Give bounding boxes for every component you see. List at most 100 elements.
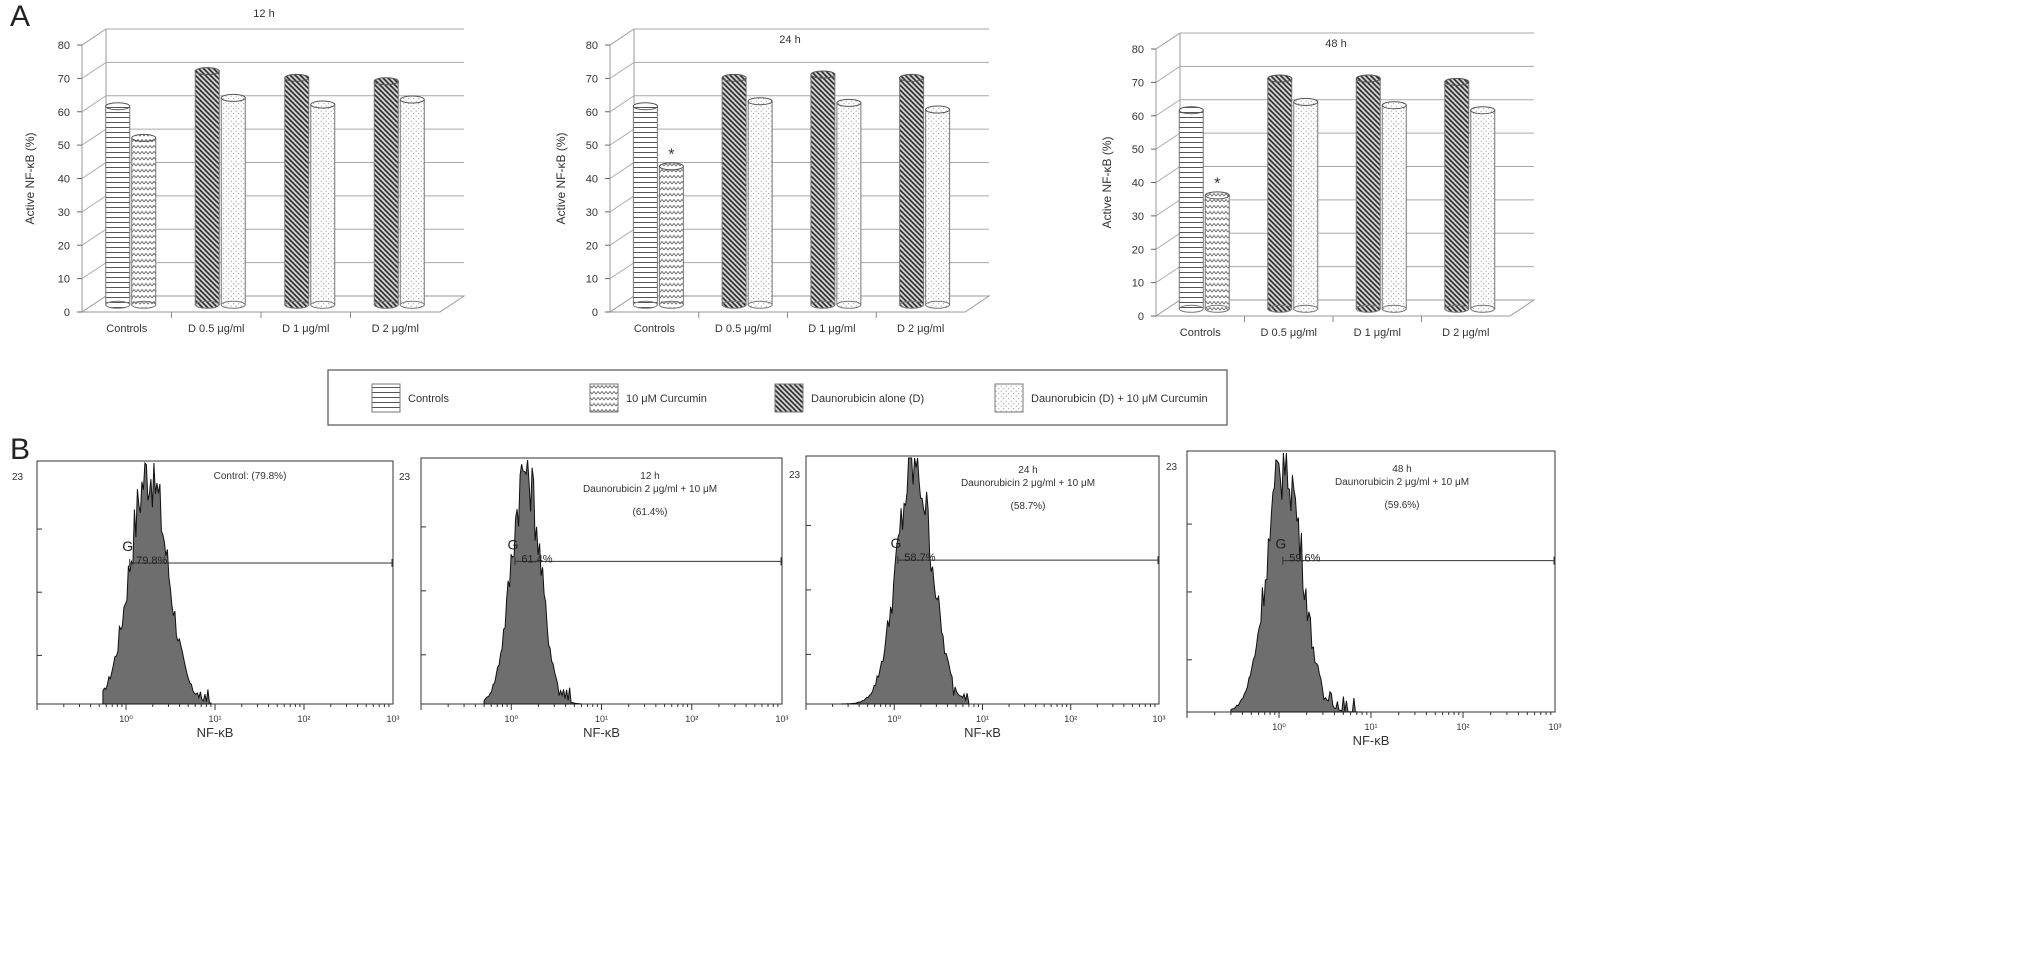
x-tick-label: 10⁰ [1272, 722, 1286, 732]
legend-label: Daunorubicin (D) + 10 μM Curcumin [1031, 393, 1208, 405]
bar-charts-layer: 0 10 20 30 40 50 60 70 80 12 h Active NF-κB (%) Con… [23, 8, 1536, 339]
histogram-header-line: Daunorubicin 2 μg/ml + 10 μM [961, 478, 1095, 489]
gridline-side [609, 262, 635, 280]
gate-percent: 58.7% [904, 552, 935, 564]
bar [1470, 106, 1496, 313]
bar-body [747, 100, 773, 306]
bar [373, 77, 399, 309]
bar-base [105, 300, 131, 309]
bar-body [105, 105, 131, 306]
gridline-side [1155, 99, 1181, 117]
gridline-side [81, 195, 107, 213]
bar-body [836, 102, 862, 306]
y-tick-label: 40 [1132, 178, 1144, 190]
bar-base [1355, 304, 1381, 313]
x-tick-label: 10³ [1152, 714, 1165, 724]
histogram-header-line: (58.7%) [1010, 501, 1045, 512]
bar-body [1355, 78, 1381, 310]
bar-cap [1470, 106, 1496, 115]
bar-base [131, 300, 157, 309]
bar-base [810, 300, 836, 309]
gridline-side [1155, 132, 1181, 150]
x-tick-label: D 1 μg/ml [1354, 327, 1401, 339]
y-max-label: 23 [789, 470, 801, 481]
bar-body [1267, 78, 1293, 310]
plot-frame [805, 455, 1160, 705]
chart-title: 24 h [779, 34, 800, 46]
bar-cap [1381, 101, 1407, 110]
histogram-chart-3: 23 10⁰ 10¹ 10² 10³ NF-κB G58.7% 24 h Daunorubici… [789, 455, 1166, 740]
bar-cap [1178, 106, 1204, 115]
gridline-side [609, 28, 635, 46]
bar-cap [836, 98, 862, 107]
bar [131, 133, 157, 309]
bar-base [284, 300, 310, 309]
gridline-side [609, 195, 635, 213]
x-tick-label: 10⁰ [504, 714, 518, 724]
x-tick-label: D 1 μg/ml [808, 323, 855, 335]
bar [836, 98, 862, 309]
bar-base [747, 300, 773, 309]
x-tick-label: Controls [106, 323, 147, 335]
y-tick-label: 70 [58, 73, 70, 85]
x-tick-label: 10² [297, 714, 310, 724]
y-tick-label: 40 [586, 174, 598, 186]
x-tick-label: 10¹ [208, 714, 221, 724]
plot-frame [420, 457, 783, 705]
bar-body [721, 77, 747, 306]
chart-title: 12 h [253, 8, 274, 20]
y-tick-label: 30 [58, 207, 70, 219]
bar-base [925, 300, 951, 309]
y-max-label: 23 [1166, 462, 1178, 473]
histogram-header-line: (59.6%) [1384, 500, 1419, 511]
bar [1355, 74, 1381, 313]
histogram-header-line: Daunorubicin 2 μg/ml + 10 μM [1335, 477, 1469, 488]
bar-cap [310, 100, 336, 109]
gridline-side [81, 262, 107, 280]
y-tick-label: 20 [58, 240, 70, 252]
bar-base [836, 300, 862, 309]
y-tick-label: 80 [586, 40, 598, 52]
bar-base [632, 300, 658, 309]
bar [632, 102, 658, 309]
y-tick-label: 80 [1132, 44, 1144, 56]
bar-body [899, 77, 925, 306]
chart-floor [80, 295, 466, 313]
histogram-header-line: 48 h [1392, 464, 1411, 475]
histogram-header-line: 12 h [640, 471, 659, 482]
gridline-side [609, 95, 635, 113]
y-tick-label: 0 [592, 307, 598, 319]
histogram-header-line: Control: (79.8%) [214, 471, 287, 482]
y-tick-label: 20 [586, 240, 598, 252]
bar-base [1204, 304, 1230, 313]
gridline-side [1155, 32, 1181, 50]
y-tick-label: 10 [1132, 278, 1144, 290]
plot-frame [1186, 450, 1556, 713]
bar-base [721, 300, 747, 309]
gate-label: G [122, 538, 133, 554]
bar-body [925, 109, 951, 306]
bar-body [632, 105, 658, 306]
histogram-header-line: Daunorubicin 2 μg/ml + 10 μM [583, 484, 717, 495]
bar-body [284, 77, 310, 306]
legend-item: 10 μM Curcumin [589, 383, 707, 413]
y-tick-label: 60 [58, 107, 70, 119]
bar-body [1381, 104, 1407, 310]
gridline-side [81, 61, 107, 79]
gridline-side [1155, 232, 1181, 250]
bar [220, 93, 246, 309]
bar [810, 70, 836, 309]
x-tick-label: 10⁰ [119, 714, 133, 724]
y-axis-label: Active NF-κB (%) [1100, 136, 1114, 228]
bar-body [131, 137, 157, 306]
histogram-area [483, 459, 582, 705]
x-tick-label: D 0.5 μg/ml [715, 323, 771, 335]
chart-floor [1154, 299, 1536, 317]
x-tick-label: D 0.5 μg/ml [188, 323, 244, 335]
x-tick-label: 10³ [1548, 722, 1561, 732]
bar-body [1293, 101, 1319, 310]
x-tick-label: 10² [685, 714, 698, 724]
bar-base [194, 300, 220, 309]
x-tick-label: 10¹ [976, 714, 989, 724]
